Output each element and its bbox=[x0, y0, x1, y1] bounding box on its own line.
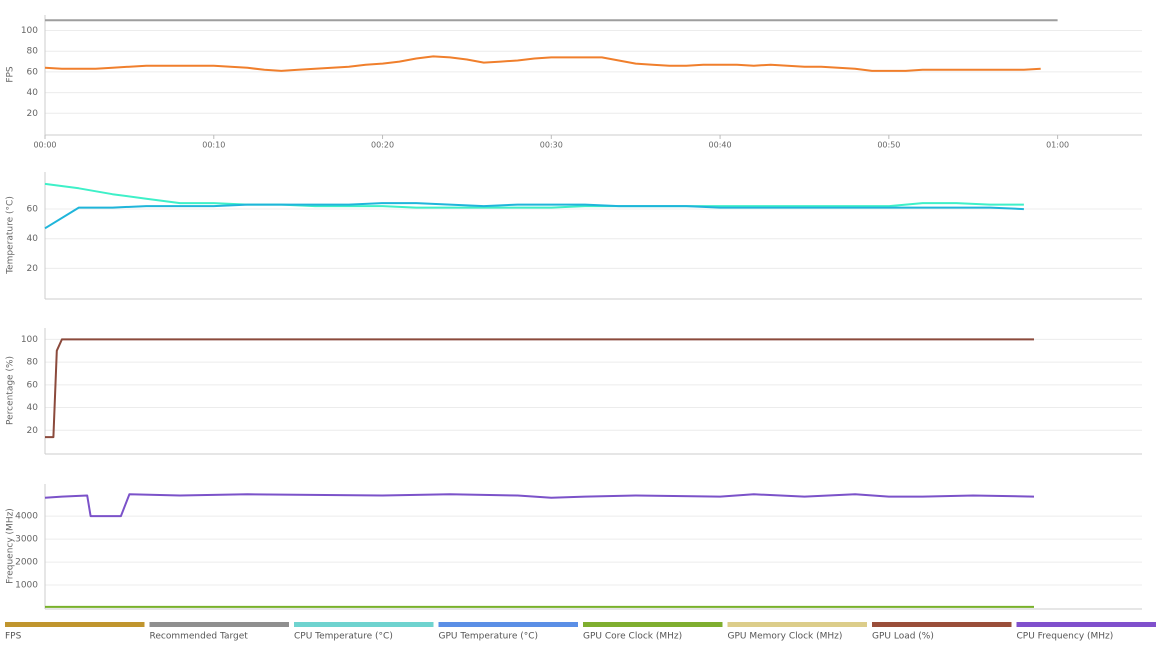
legend-swatch bbox=[149, 622, 289, 627]
x-tick-label: 00:50 bbox=[877, 141, 900, 150]
legend-swatch bbox=[1016, 622, 1156, 627]
legend-swatch bbox=[727, 622, 867, 627]
legend-label: GPU Load (%) bbox=[872, 632, 934, 642]
series-line bbox=[44, 55, 1041, 72]
y-tick-label: 40 bbox=[27, 88, 39, 98]
x-tick-label: 00:10 bbox=[202, 141, 225, 150]
y-axis-title: Percentage (%) bbox=[6, 356, 16, 425]
legend-label: Recommended Target bbox=[150, 632, 249, 642]
y-tick-label: 60 bbox=[27, 67, 39, 77]
series-line bbox=[44, 493, 1035, 518]
y-tick-label: 2000 bbox=[15, 558, 38, 568]
x-tick-label: 00:00 bbox=[33, 141, 56, 150]
y-axis-title: FPS bbox=[6, 66, 16, 83]
y-tick-label: 20 bbox=[27, 264, 39, 274]
x-tick-label: 01:00 bbox=[1046, 141, 1069, 150]
x-tick-label: 00:30 bbox=[540, 141, 563, 150]
y-tick-label: 100 bbox=[21, 26, 38, 36]
x-tick-label: 00:20 bbox=[371, 141, 394, 150]
legend-swatch bbox=[583, 622, 723, 627]
legend-label: CPU Temperature (°C) bbox=[294, 632, 393, 642]
series-line bbox=[44, 182, 1024, 209]
series-line bbox=[45, 338, 1034, 439]
y-tick-label: 3000 bbox=[15, 535, 38, 545]
y-axis-title: Frequency (MHz) bbox=[6, 508, 16, 584]
legend-swatch bbox=[438, 622, 578, 627]
legend-label: GPU Core Clock (MHz) bbox=[583, 632, 682, 642]
y-axis-title: Temperature (°C) bbox=[6, 196, 16, 275]
legend-swatch bbox=[294, 622, 434, 627]
y-tick-label: 40 bbox=[27, 403, 39, 413]
y-tick-label: 60 bbox=[27, 380, 39, 390]
y-tick-label: 60 bbox=[27, 205, 39, 215]
y-tick-label: 100 bbox=[21, 335, 38, 345]
y-tick-label: 20 bbox=[27, 426, 39, 436]
legend-label: CPU Frequency (MHz) bbox=[1017, 632, 1114, 642]
y-tick-label: 20 bbox=[27, 109, 39, 119]
x-tick-label: 00:40 bbox=[709, 141, 732, 150]
legend-swatch bbox=[5, 622, 145, 627]
series-line bbox=[44, 202, 1024, 230]
legend-label: FPS bbox=[5, 632, 22, 642]
y-tick-label: 1000 bbox=[15, 581, 38, 591]
y-tick-label: 80 bbox=[27, 47, 39, 57]
y-tick-label: 80 bbox=[27, 358, 39, 368]
y-tick-label: 40 bbox=[27, 234, 39, 244]
y-tick-label: 4000 bbox=[15, 512, 38, 522]
legend-swatch bbox=[872, 622, 1012, 627]
legend-label: GPU Temperature (°C) bbox=[439, 632, 539, 642]
legend-label: GPU Memory Clock (MHz) bbox=[728, 632, 843, 642]
